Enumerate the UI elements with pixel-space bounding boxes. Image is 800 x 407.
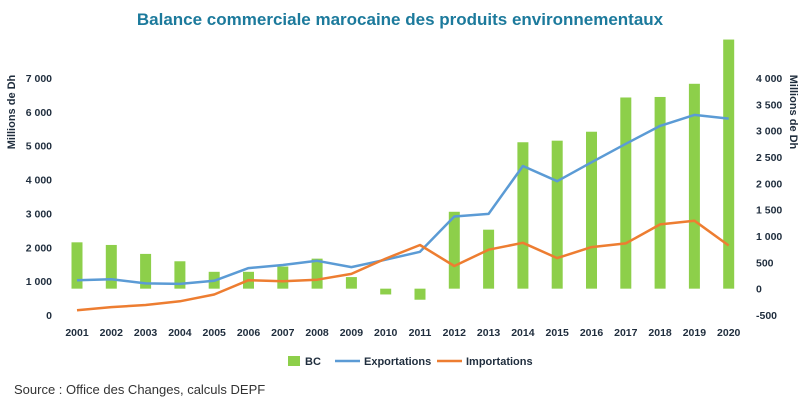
legend-bc-label: BC [305,356,321,368]
x-tick-label: 2004 [168,327,192,339]
y-right-tick-label: 2 500 [756,152,782,164]
legend-importations-label: Importations [466,356,533,368]
y-left-tick-label: 4 000 [26,175,52,187]
y-left-tick-label: 3 000 [26,208,52,220]
x-tick-label: 2016 [580,327,604,339]
y-right-tick-label: 3 500 [756,99,782,111]
x-tick-label: 2013 [477,327,501,339]
x-tick-label: 2012 [443,327,467,339]
bc-bars [71,39,735,300]
chart-title: Balance commerciale marocaine des produi… [136,10,664,29]
bc-bar [654,96,666,289]
x-tick-label: 2019 [683,327,707,339]
right-axis: -500 0 500 1 000 1 500 2 000 2 500 3 000 3 500 4 … [756,73,782,322]
bc-bar [140,253,152,289]
bc-bar [277,266,289,289]
bc-bar [688,83,700,289]
bc-bar [311,258,323,289]
x-axis: 2001 2002 2003 2004 2005 2006 2007 2008 2009 2010… [65,327,740,339]
bc-bar [517,142,529,289]
bc-bar [345,277,357,289]
x-tick-label: 2020 [717,327,741,339]
y-left-tick-label: 0 [46,310,52,322]
x-tick-label: 2018 [648,327,672,339]
y-axis-left-title: Millions de Dh [6,74,18,149]
x-tick-label: 2002 [100,327,124,339]
y-right-tick-label: 3 000 [756,126,782,138]
x-tick-label: 2014 [511,327,535,339]
y-left-tick-label: 7 000 [26,73,52,85]
y-axis-right-title: Millions de Dh [787,75,799,150]
x-tick-label: 2009 [340,327,364,339]
bc-bar [586,131,597,289]
bc-bar [551,140,563,289]
y-right-tick-label: 0 [756,284,762,296]
legend: BC Exportations Importations [288,356,533,368]
importations-line [76,219,730,312]
series-lines [76,113,730,312]
y-right-tick-label: -500 [756,310,777,322]
bc-bar [380,288,392,295]
bc-bar [105,244,117,289]
x-tick-label: 2010 [374,327,398,339]
y-left-tick-label: 5 000 [26,141,52,153]
bc-bar [414,288,426,300]
x-tick-label: 2007 [271,327,295,339]
bc-bar [71,242,83,289]
bc-bar [723,39,735,289]
y-left-tick-label: 2 000 [26,242,52,254]
y-right-tick-label: 4 000 [756,73,782,85]
y-right-tick-label: 1 000 [756,231,782,243]
x-tick-label: 2017 [614,327,638,339]
x-tick-label: 2011 [409,327,432,339]
source-note: Source : Office des Changes, calculs DEP… [14,382,266,397]
x-tick-label: 2006 [237,327,261,339]
y-right-tick-label: 2 000 [756,178,782,190]
bc-bar [174,261,186,289]
legend-exportations-label: Exportations [364,356,431,368]
x-tick-label: 2001 [65,327,89,339]
x-tick-label: 2005 [203,327,227,339]
x-tick-label: 2008 [305,327,329,339]
x-tick-label: 2015 [546,327,570,339]
y-left-tick-label: 1 000 [26,276,52,288]
left-axis: 0 1 000 2 000 3 000 4 000 5 000 6 000 7 000 [26,73,52,322]
y-left-tick-label: 6 000 [26,107,52,119]
bc-bar [483,229,495,289]
bc-bar [620,97,632,289]
legend-bc-swatch [288,356,300,366]
y-right-tick-label: 500 [756,257,774,269]
bc-bar [448,211,460,289]
x-tick-label: 2003 [134,327,158,339]
y-right-tick-label: 1 500 [756,205,782,217]
exportations-line [76,113,729,286]
